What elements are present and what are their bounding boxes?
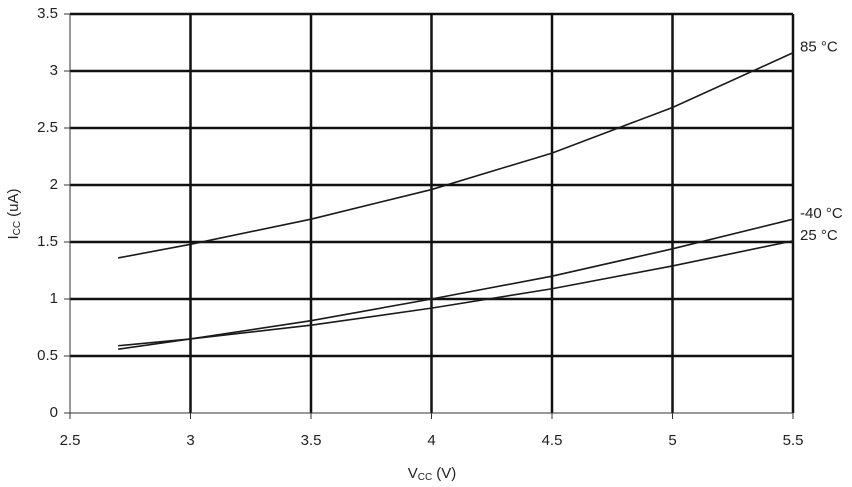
x-label-main: V: [408, 465, 418, 482]
x-label-sub: CC: [418, 472, 432, 483]
y-tick-label: 0: [50, 404, 58, 421]
y-tick-label: 1: [50, 290, 58, 307]
x-tick-label: 2.5: [60, 432, 81, 449]
y-label-unit: (uA): [5, 189, 22, 217]
x-tick-label: 3: [186, 432, 194, 449]
series-line: [118, 240, 794, 347]
y-tick-label: 2.5: [37, 119, 58, 136]
series-label: 25 °C: [800, 227, 838, 244]
y-tick-label: 0.5: [37, 347, 58, 364]
y-tick-label: 3: [50, 62, 58, 79]
y-tick-label: 3.5: [37, 5, 58, 22]
x-tick-label: 3.5: [301, 432, 322, 449]
y-label-sub: CC: [12, 221, 23, 235]
x-tick-label: 4.5: [542, 432, 563, 449]
series-label: 85 °C: [800, 39, 838, 56]
series-line: [118, 52, 794, 259]
y-tick-label: 1.5: [37, 233, 58, 250]
x-tick-label: 4: [427, 432, 435, 449]
y-label-main: I: [5, 235, 22, 239]
x-label-unit: (V): [436, 465, 456, 482]
x-tick-label: 5.5: [783, 432, 804, 449]
x-tick-label: 5: [668, 432, 676, 449]
y-axis-label: ICC (uA): [5, 189, 23, 240]
y-tick-label: 2: [50, 176, 58, 193]
series-label: -40 °C: [800, 205, 843, 222]
x-axis-label: VCC (V): [408, 465, 456, 483]
